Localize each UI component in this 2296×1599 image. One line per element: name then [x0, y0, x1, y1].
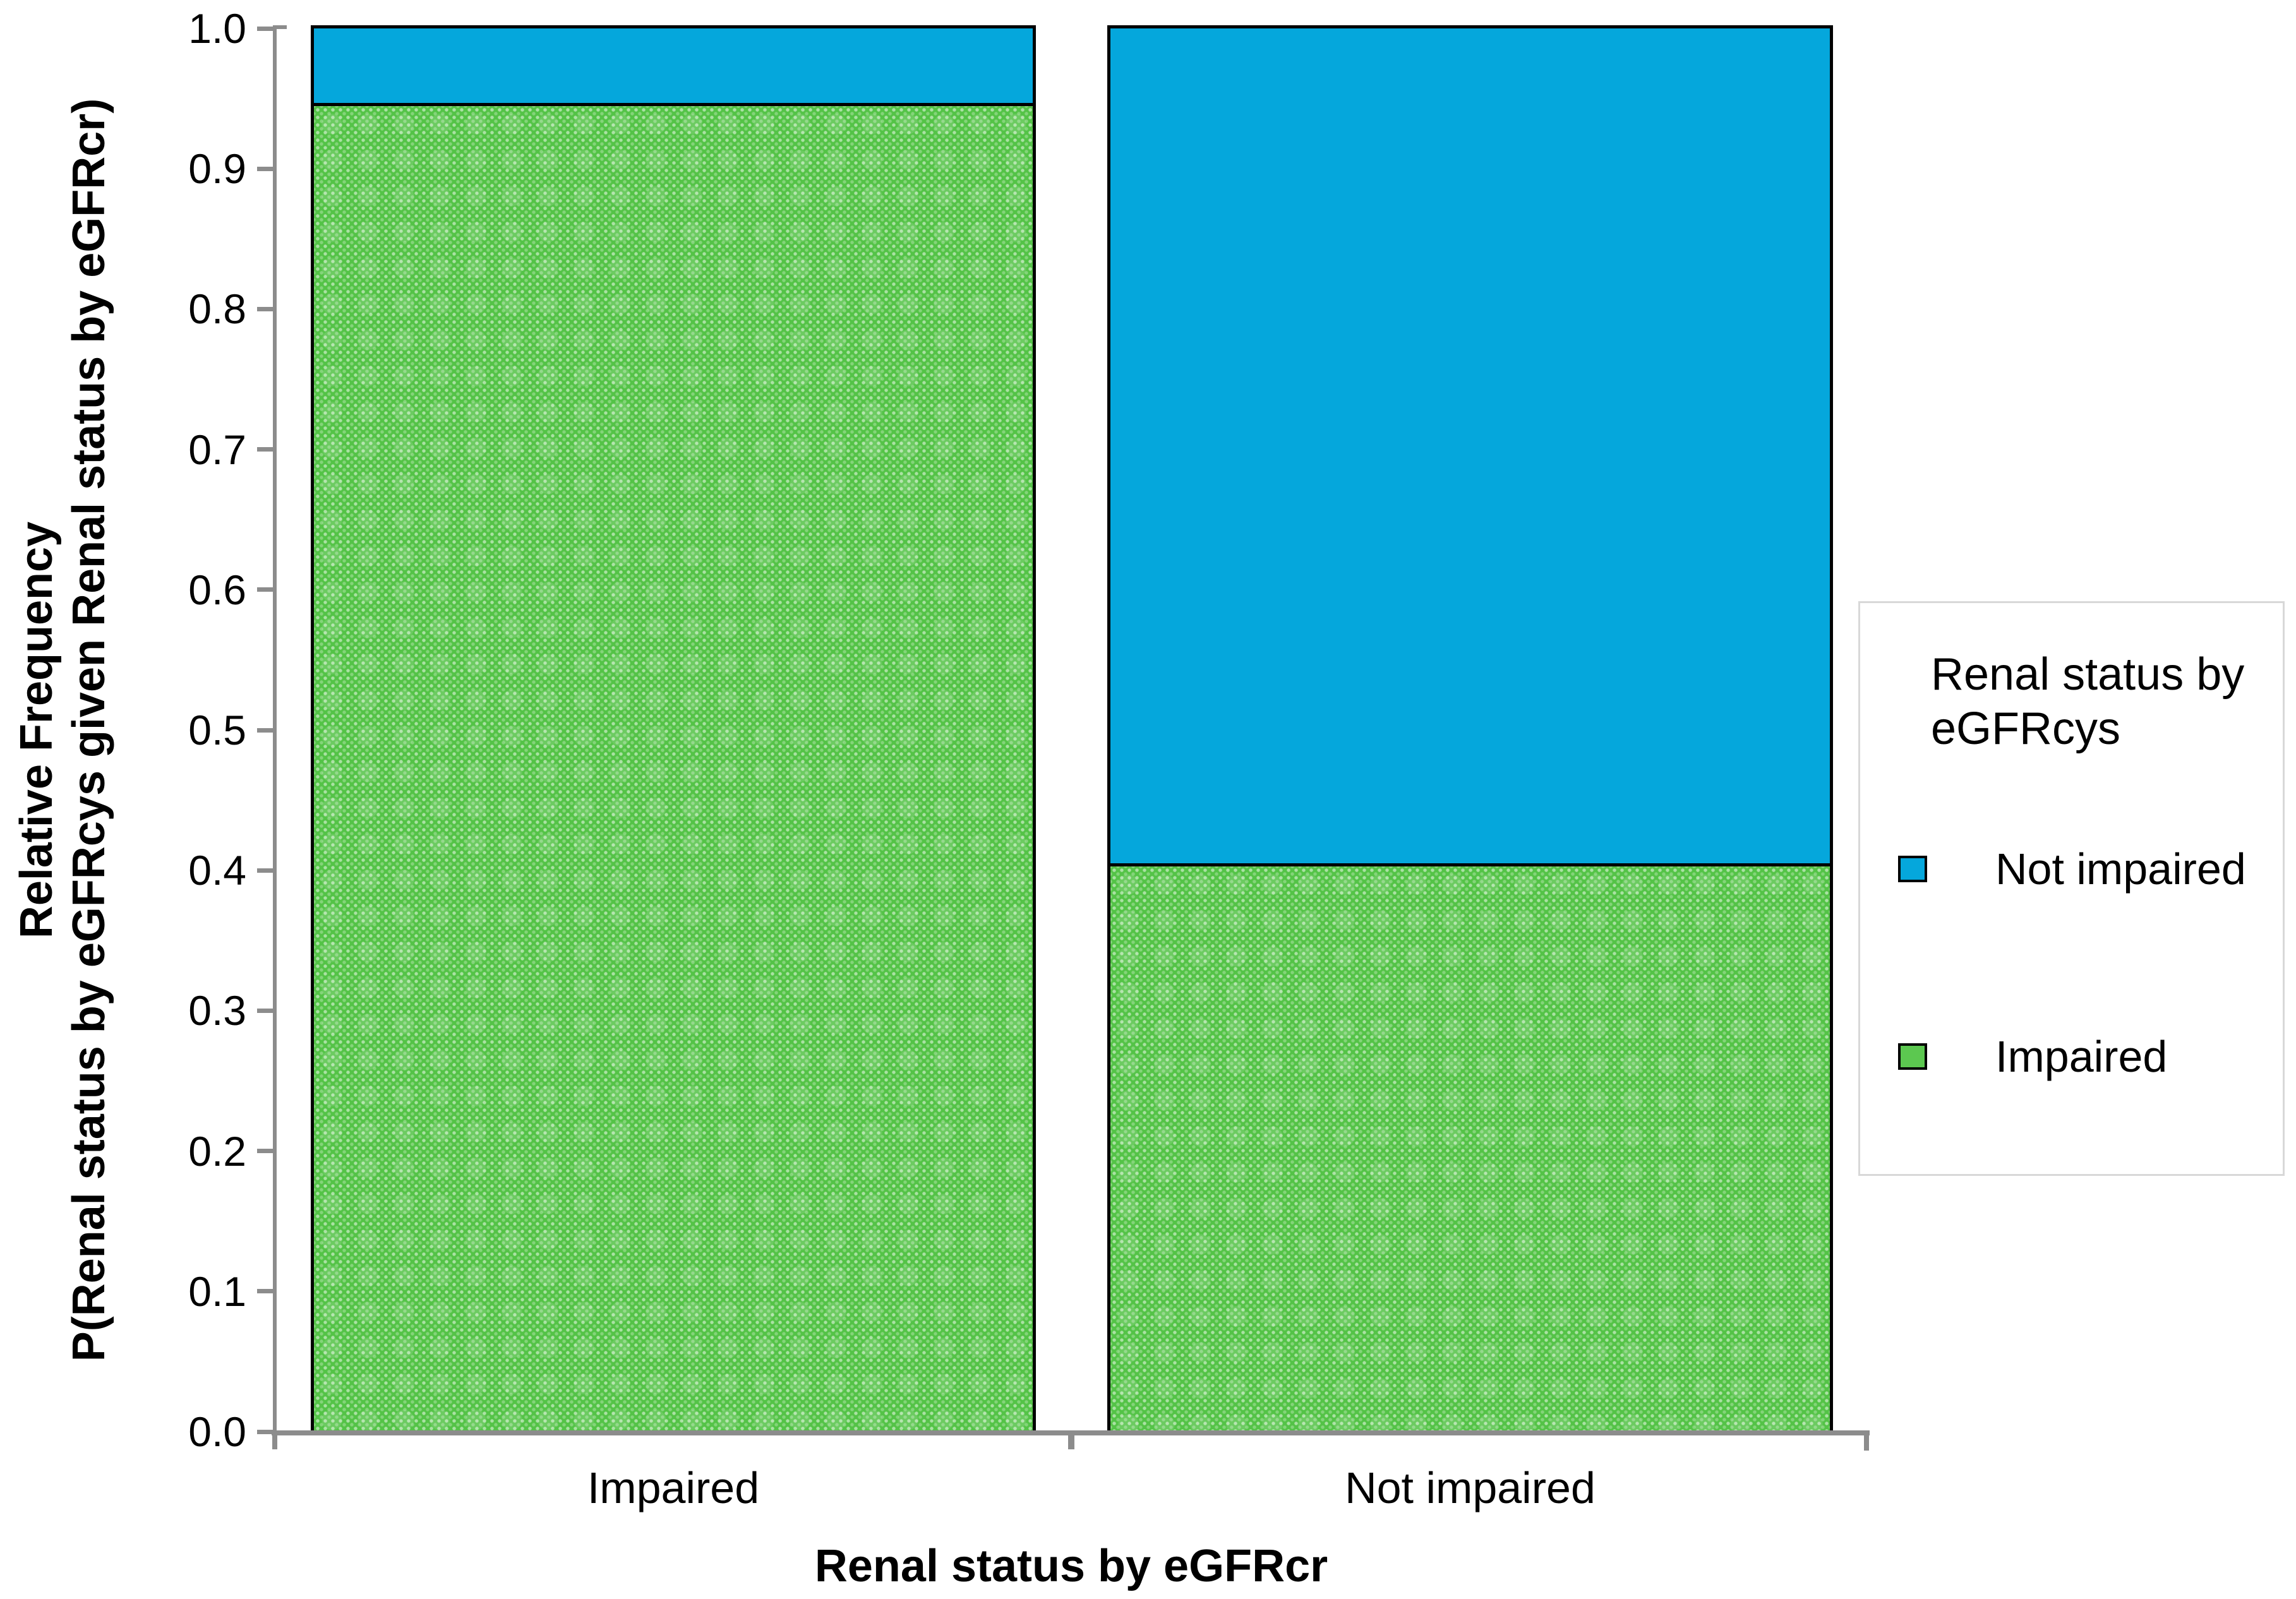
x-axis-tick-middle: [1068, 1432, 1074, 1449]
segment-not-impaired-by-egfrcys: [1110, 28, 1830, 864]
legend-box: Renal status by eGFRcys Not impaired Impa…: [1858, 601, 2285, 1176]
legend-swatch-not-impaired: [1898, 856, 1927, 882]
y-tick-label: 0.7: [188, 426, 246, 473]
y-tick-label: 0.6: [188, 566, 246, 613]
x-axis-title: Renal status by eGFRcr: [814, 1541, 1328, 1591]
y-axis-top-cap: [273, 25, 287, 29]
y-tick: [257, 447, 273, 452]
segment-impaired-by-egfrcys: [1110, 863, 1830, 1432]
x-axis-tick-right: [1864, 1432, 1869, 1451]
y-tick: [257, 587, 273, 592]
y-tick: [257, 306, 273, 311]
y-tick: [257, 26, 273, 31]
y-tick: [257, 1429, 273, 1434]
y-tick: [257, 1289, 273, 1294]
y-tick-label: 0.3: [188, 987, 246, 1034]
bar-impaired: [311, 25, 1036, 1432]
y-tick-label: 0.4: [188, 847, 246, 894]
y-tick-label: 0.1: [188, 1267, 246, 1315]
legend-title: Renal status by eGFRcys: [1931, 647, 2244, 756]
y-tick: [257, 728, 273, 733]
y-tick: [257, 1008, 273, 1013]
y-tick: [257, 166, 273, 171]
x-tick-label-not-impaired: Not impaired: [1345, 1463, 1596, 1512]
legend-label-impaired: Impaired: [1995, 1032, 2168, 1081]
y-tick-label: 0.9: [188, 145, 246, 193]
segment-not-impaired-by-egfrcys: [314, 28, 1033, 103]
x-axis-tick-left: [272, 1432, 277, 1449]
y-tick-label: 0.0: [188, 1408, 246, 1455]
x-tick-label-impaired: Impaired: [587, 1463, 760, 1512]
segment-impaired-by-egfrcys: [314, 102, 1033, 1432]
legend-swatch-impaired: [1898, 1043, 1927, 1070]
y-tick: [257, 868, 273, 873]
legend-title-line1: Renal status by: [1931, 649, 2245, 700]
legend-label-not-impaired: Not impaired: [1995, 844, 2246, 894]
y-tick-label: 0.2: [188, 1127, 246, 1175]
y-tick-label: 0.5: [188, 707, 246, 753]
y-tick-label: 0.8: [188, 285, 246, 333]
y-axis-title-line1: Relative Frequency: [11, 521, 62, 939]
y-axis-line: [273, 25, 277, 1435]
y-tick-label: 1.0: [188, 5, 246, 52]
y-tick: [257, 1149, 273, 1154]
legend-title-line2: eGFRcys: [1931, 704, 2121, 754]
bar-not-impaired: [1107, 25, 1833, 1432]
